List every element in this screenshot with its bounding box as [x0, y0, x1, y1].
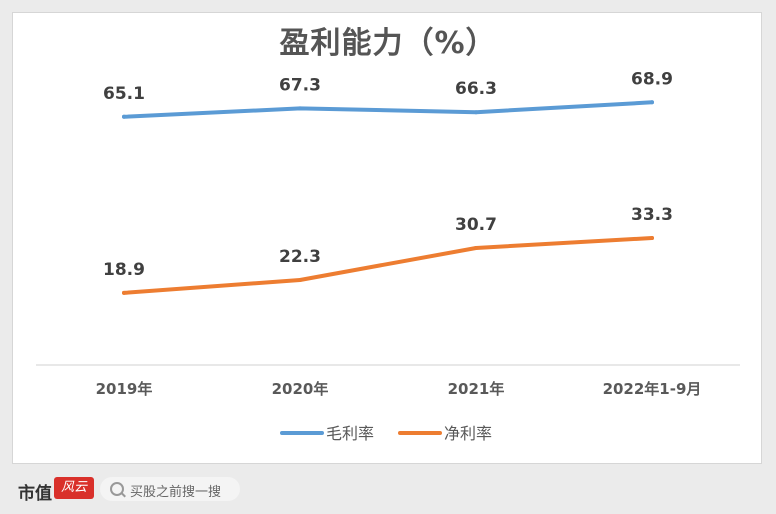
brand-logo: 市值	[18, 484, 52, 504]
data-label: 67.3	[279, 75, 321, 95]
footer-bar: 市值 风云 买股之前搜一搜	[0, 464, 776, 514]
data-point	[298, 278, 302, 282]
search-icon	[110, 482, 124, 496]
data-point	[298, 106, 302, 111]
data-point	[650, 236, 654, 240]
legend-label: 毛利率	[326, 424, 374, 443]
chart-title: 盈利能力（%）	[279, 26, 497, 61]
series-line-0	[122, 100, 654, 119]
data-point	[650, 100, 654, 105]
x-tick-label: 2022年1-9月	[603, 380, 702, 398]
x-tick-label: 2020年	[272, 380, 329, 398]
data-label: 18.9	[103, 260, 145, 280]
search-box[interactable]: 买股之前搜一搜	[100, 477, 240, 501]
data-label: 22.3	[279, 247, 321, 267]
data-point	[122, 114, 126, 119]
legend-label: 净利率	[444, 424, 492, 443]
data-label: 30.7	[455, 215, 497, 235]
x-tick-label: 2021年	[448, 380, 505, 398]
data-point	[474, 110, 478, 115]
data-point	[122, 290, 126, 295]
series-line-1	[122, 236, 654, 295]
x-tick-label: 2019年	[96, 380, 153, 398]
data-point	[474, 246, 478, 250]
data-label: 65.1	[103, 84, 145, 104]
data-label: 68.9	[631, 69, 673, 89]
search-placeholder: 买股之前搜一搜	[130, 485, 222, 500]
data-label: 33.3	[631, 205, 673, 225]
brand-logo-mark: 风云	[54, 477, 94, 499]
data-label: 66.3	[455, 79, 497, 99]
